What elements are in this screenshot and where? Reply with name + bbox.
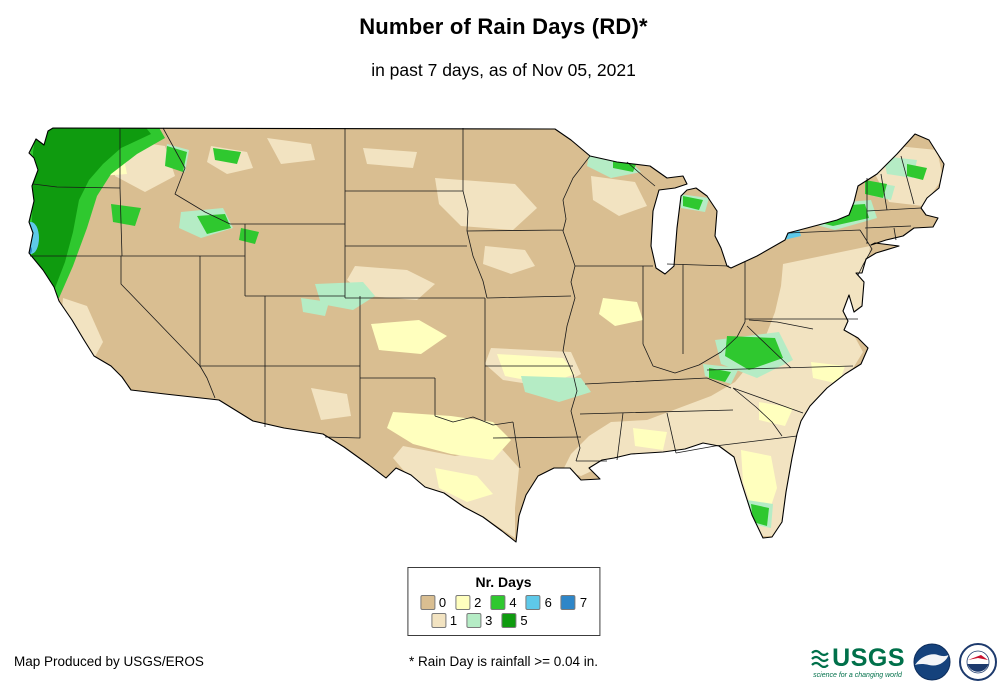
- legend-item-4: 4: [490, 595, 517, 610]
- legend-label-6: 6: [544, 595, 552, 610]
- legend-item-1: 1: [430, 613, 458, 628]
- legend-item-3: 3: [466, 613, 492, 628]
- legend-item-0: 0: [419, 595, 447, 610]
- nws-logo: [959, 643, 997, 681]
- usgs-wave-icon: [811, 649, 829, 668]
- page-subtitle: in past 7 days, as of Nov 05, 2021: [371, 60, 636, 80]
- legend-label-1: 1: [449, 613, 458, 628]
- legend-label-4: 4: [509, 595, 517, 610]
- legend-swatch-4: [490, 595, 506, 610]
- us-outline: [28, 127, 945, 543]
- us-rain-days-map: [15, 116, 990, 553]
- legend-swatch-2: [455, 595, 471, 610]
- legend-item-2: 2: [455, 595, 481, 610]
- legend: Nr. Days 0 2 4 6 7: [406, 567, 601, 636]
- legend-row-2: 1 3 5: [430, 613, 587, 628]
- noaa-logo: [913, 643, 951, 681]
- legend-title: Nr. Days: [475, 574, 532, 590]
- map-credit: Map Produced by USGS/EROS: [14, 654, 204, 669]
- state-borders: [30, 127, 922, 469]
- legend-label-2: 2: [474, 595, 482, 610]
- legend-label-3: 3: [485, 613, 493, 628]
- rain-days-2-layer: [93, 150, 845, 518]
- agency-logos: USGS science for a changing world: [811, 643, 997, 681]
- rain-day-definition-note: * Rain Day is rainfall >= 0.04 in.: [408, 654, 599, 669]
- legend-row-1: 0 2 4 6 7: [419, 595, 588, 610]
- legend-item-5: 5: [501, 613, 528, 628]
- legend-label-5: 5: [520, 613, 528, 628]
- usgs-tagline: science for a changing world: [813, 671, 902, 679]
- page-title: Number of Rain Days (RD)*: [359, 14, 648, 39]
- legend-swatch-1: [430, 613, 446, 628]
- legend-item-6: 6: [525, 595, 552, 610]
- legend-swatch-7: [560, 595, 576, 610]
- legend-swatch-3: [466, 613, 482, 628]
- legend-label-0: 0: [438, 595, 447, 610]
- legend-swatch-0: [419, 595, 435, 610]
- legend-item-7: 7: [560, 595, 588, 610]
- legend-swatch-5: [501, 613, 517, 628]
- usgs-logo: USGS science for a changing world: [811, 643, 905, 679]
- legend-swatch-6: [525, 595, 541, 610]
- legend-label-7: 7: [579, 595, 588, 610]
- rain-days-5-layer: [31, 128, 151, 302]
- usgs-wordmark: USGS: [832, 643, 905, 672]
